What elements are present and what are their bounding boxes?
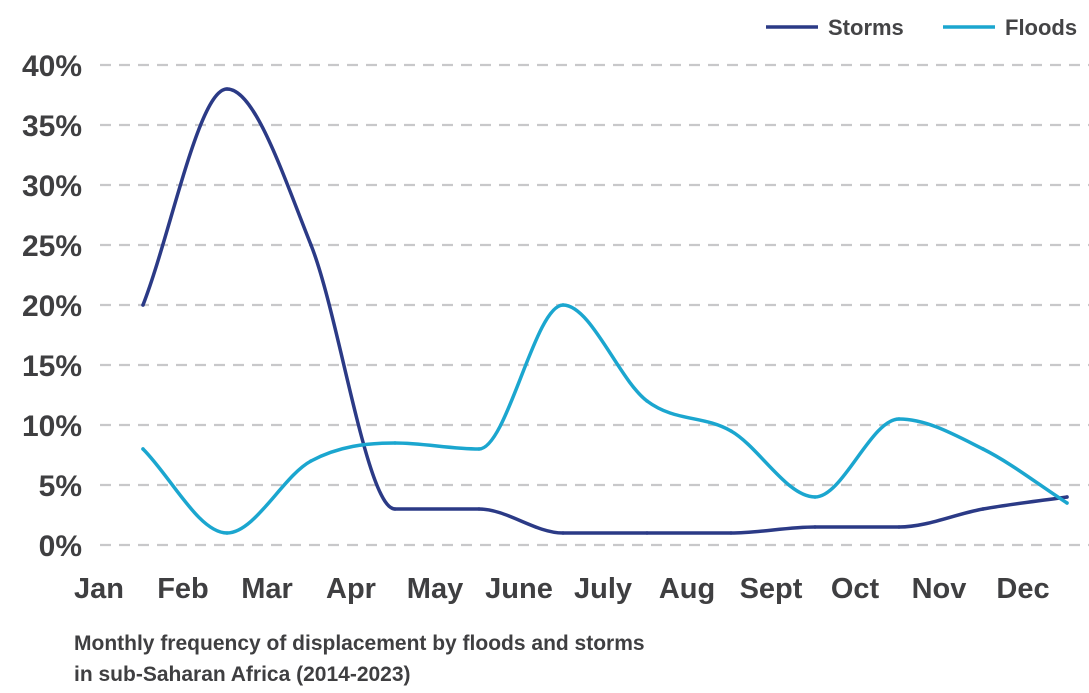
data-point-floods	[141, 447, 145, 451]
data-point-storms	[729, 531, 733, 535]
y-tick-label: 20%	[22, 290, 82, 323]
data-point-storms	[1065, 495, 1069, 499]
y-tick-label: 25%	[22, 230, 82, 263]
data-point-floods	[561, 303, 565, 307]
legend: Storms Floods	[766, 15, 1077, 40]
data-point-storms	[897, 525, 901, 529]
series-line-floods	[141, 303, 1069, 535]
data-point-storms	[645, 531, 649, 535]
gridlines	[100, 63, 1089, 547]
caption-line-2: in sub-Saharan Africa (2014-2023)	[74, 663, 411, 686]
y-tick-label: 0%	[39, 530, 82, 563]
x-tick-label: Feb	[157, 573, 209, 605]
x-tick-label: Aug	[659, 573, 715, 605]
data-point-floods	[813, 495, 817, 499]
data-point-storms	[309, 243, 313, 247]
data-point-floods	[645, 399, 649, 403]
data-point-floods	[309, 459, 313, 463]
legend-label-storms: Storms	[828, 15, 904, 40]
x-axis-ticks: Jan Feb Mar Apr May June July Aug Sept Oct Nov Dec	[74, 573, 1050, 605]
y-tick-label: 40%	[22, 50, 82, 83]
chart-caption: Monthly frequency of displacement by flo…	[74, 628, 974, 690]
data-point-storms	[981, 507, 985, 511]
y-tick-label: 10%	[22, 410, 82, 443]
data-point-floods	[729, 429, 733, 433]
data-point-floods	[1065, 501, 1069, 505]
data-point-floods	[393, 441, 397, 445]
series-lines	[141, 87, 1069, 535]
y-tick-label: 15%	[22, 350, 82, 383]
data-point-floods	[225, 531, 229, 535]
y-tick-label: 30%	[22, 170, 82, 203]
x-tick-label: June	[485, 573, 553, 605]
x-tick-label: Nov	[912, 573, 967, 605]
data-point-storms	[225, 87, 229, 91]
data-point-storms	[393, 507, 397, 511]
legend-label-floods: Floods	[1005, 15, 1077, 40]
x-tick-label: Oct	[831, 573, 880, 605]
caption-line-1: Monthly frequency of displacement by flo…	[74, 632, 645, 655]
data-point-floods	[897, 417, 901, 421]
x-tick-label: May	[407, 573, 463, 605]
y-axis-ticks: 0% 5% 10% 15% 20% 25% 30% 35% 40%	[22, 50, 82, 563]
y-tick-label: 5%	[39, 470, 82, 503]
data-point-floods	[981, 447, 985, 451]
data-point-storms	[477, 507, 481, 511]
data-point-storms	[141, 303, 145, 307]
data-point-storms	[813, 525, 817, 529]
line-chart: 0% 5% 10% 15% 20% 25% 30% 35% 40% Jan Feb Mar Apr Ma…	[22, 15, 1089, 605]
y-tick-label: 35%	[22, 110, 82, 143]
x-tick-label: Apr	[326, 573, 376, 605]
x-tick-label: Mar	[241, 573, 293, 605]
x-tick-label: Dec	[996, 573, 1049, 605]
x-tick-label: Sept	[740, 573, 803, 605]
x-tick-label: July	[574, 573, 632, 605]
data-point-storms	[561, 531, 565, 535]
data-point-floods	[477, 447, 481, 451]
x-tick-label: Jan	[74, 573, 124, 605]
series-line-storms	[141, 87, 1069, 535]
